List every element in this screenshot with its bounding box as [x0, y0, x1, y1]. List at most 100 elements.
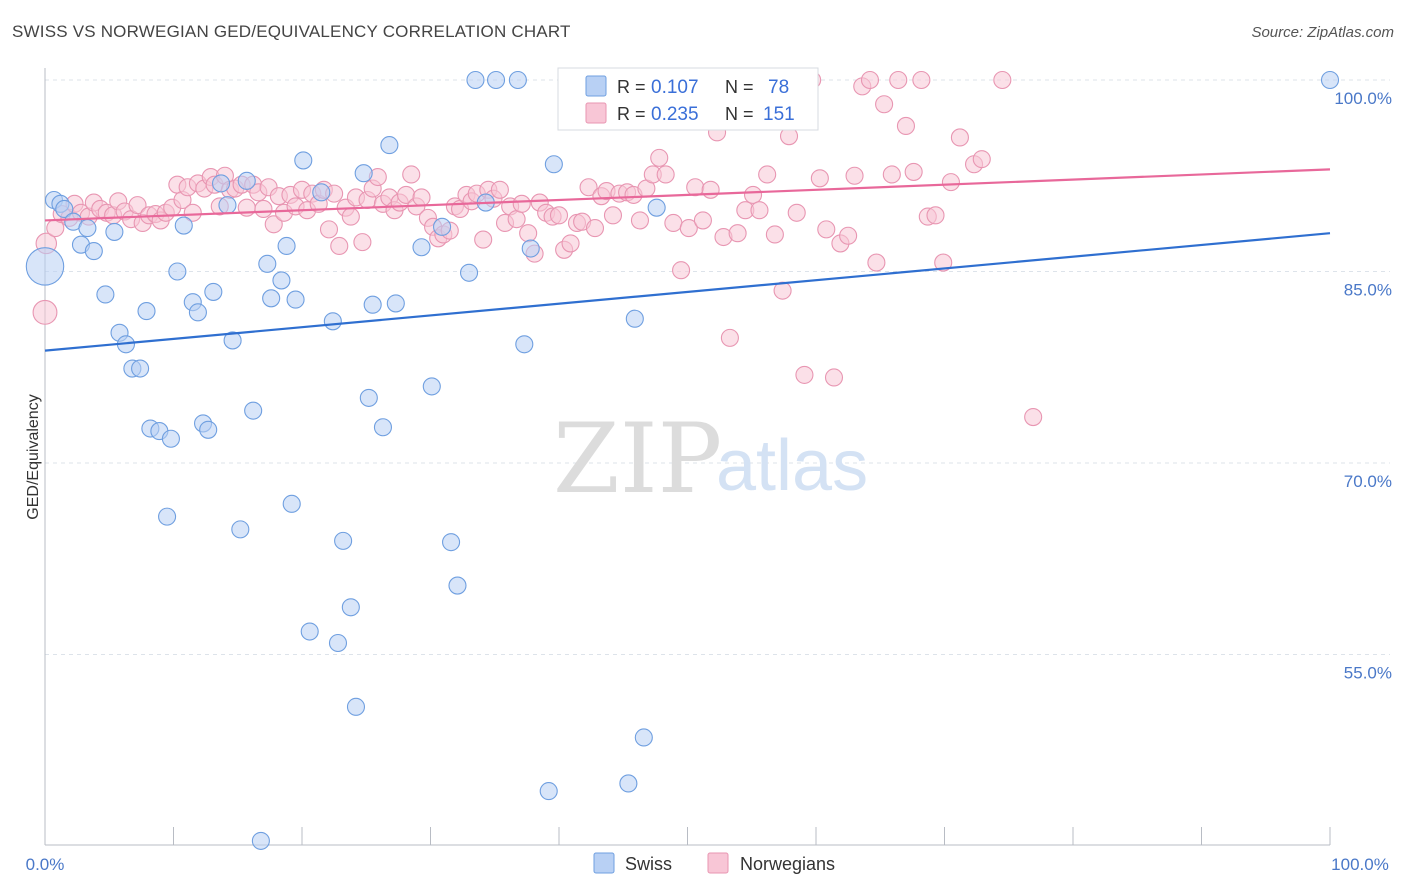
norwegians-point-113	[693, 211, 712, 230]
norwegians-point-120	[743, 185, 763, 204]
swiss-point-17	[158, 507, 177, 526]
swiss-point-42	[323, 312, 342, 331]
norwegians-point-84	[507, 210, 526, 229]
swiss-point-30	[237, 171, 256, 190]
grid-lines	[45, 79, 1390, 655]
trend-lines	[44, 168, 1331, 352]
bottom-legend-label-swiss: Swiss	[625, 854, 672, 874]
norwegians-point-130	[817, 220, 836, 239]
norwegians-point-81	[490, 180, 509, 199]
bottom-legend-swatch-swiss	[593, 852, 615, 874]
swiss-point-51	[380, 136, 399, 155]
swiss-point-48	[359, 388, 378, 407]
norwegians-point-100	[603, 206, 623, 225]
swiss-point-34	[262, 289, 281, 308]
norwegians-point-65	[402, 165, 421, 184]
bottom-legend: Swiss Norwegians	[593, 852, 835, 874]
y-tick-label-0: 100.0%	[1334, 89, 1392, 108]
swiss-point-13	[131, 359, 150, 378]
chart-title: SWISS VS NORWEGIAN GED/EQUIVALENCY CORRE…	[12, 22, 571, 41]
norwegians-point-104	[630, 211, 650, 230]
swiss-point-31	[244, 401, 263, 420]
swiss-point-0	[25, 247, 65, 286]
x-tick-label-min: 0.0%	[26, 855, 65, 874]
swiss-point-63	[515, 335, 534, 354]
swiss-point-55	[433, 217, 452, 236]
norwegians-point-85	[512, 194, 531, 213]
norwegians-point-96	[579, 178, 598, 197]
legend-r-value-swiss: 0.107	[651, 77, 699, 98]
watermark-atlas: atlas	[716, 426, 868, 506]
swiss-point-43	[328, 633, 348, 653]
swiss-point-77	[1320, 70, 1340, 90]
norwegians-point-67	[412, 188, 431, 207]
norwegians-point-147	[941, 173, 960, 192]
swiss-point-22	[188, 303, 207, 322]
norwegians-point-78	[474, 230, 493, 249]
swiss-point-52	[386, 294, 405, 313]
swiss-point-27	[218, 196, 237, 215]
swiss-point-59	[466, 70, 485, 90]
legend-n-label-norwegians: N =	[725, 104, 754, 124]
swiss-point-7	[84, 242, 103, 261]
norwegians-point-50	[319, 220, 339, 239]
norwegians-point-142	[904, 162, 923, 181]
swiss-point-61	[486, 70, 506, 90]
source-credit: Source: ZipAtlas.com	[1251, 24, 1394, 41]
watermark-zip: ZIP	[553, 403, 722, 515]
norwegians-point-152	[1024, 407, 1043, 427]
norwegians-point-110	[672, 261, 691, 280]
swiss-point-41	[312, 183, 331, 202]
norwegians-point-91	[549, 206, 569, 225]
swiss-point-47	[354, 164, 373, 183]
norwegians-point-139	[882, 165, 901, 184]
bottom-legend-swatch-norwegians	[707, 852, 729, 874]
legend-box: R = 0.107 N = 78 R = 0.235 N = 151	[557, 67, 819, 131]
norwegians-point-25	[183, 203, 202, 222]
norwegians-point-112	[686, 178, 705, 197]
norwegians-point-131	[824, 368, 844, 387]
norwegians-point-143	[912, 70, 931, 90]
swiss-point-6	[78, 219, 97, 238]
swiss-point-72	[647, 198, 666, 217]
swiss-point-65	[539, 782, 558, 801]
swiss-point-19	[168, 262, 187, 281]
swiss-point-3	[55, 199, 74, 218]
norwegians-point-93	[561, 234, 580, 253]
swiss-point-46	[346, 697, 366, 716]
swiss-point-50	[373, 418, 393, 437]
norwegians-point-86	[519, 224, 538, 243]
norwegians-point-140	[889, 70, 908, 90]
swiss-point-56	[442, 533, 461, 552]
y-tick-label-1: 85.0%	[1344, 281, 1392, 300]
legend-n-value-swiss: 78	[768, 77, 789, 98]
norwegians-point-146	[934, 253, 953, 272]
swiss-point-57	[448, 576, 467, 595]
norwegians-point-129	[810, 169, 829, 188]
y-axis-label: GED/Equivalency	[25, 394, 42, 519]
bottom-legend-label-norwegians: Norwegians	[740, 854, 835, 874]
norwegians-point-107	[650, 148, 669, 167]
norwegians-point-145	[926, 206, 945, 225]
norwegians-point-97	[585, 219, 605, 238]
norwegians-point-111	[679, 219, 698, 238]
norwegians-point-52	[330, 236, 349, 256]
swiss-point-64	[521, 239, 540, 258]
swiss-point-54	[422, 377, 441, 396]
swiss-point-53	[412, 238, 431, 257]
swiss-point-14	[137, 302, 156, 321]
legend-r-label-swiss: R =	[617, 77, 646, 97]
x-tick-label-max: 100.0%	[1331, 855, 1389, 874]
norwegians-point-141	[896, 116, 916, 136]
norwegians-point-118	[728, 224, 747, 243]
swiss-point-45	[341, 598, 360, 617]
norwegians-point-109	[664, 213, 683, 233]
swiss-point-9	[105, 222, 124, 241]
swiss-point-40	[300, 622, 319, 641]
swiss-point-36	[277, 236, 296, 256]
norwegians-point-136	[860, 70, 880, 90]
legend-r-label-norwegians: R =	[617, 104, 646, 124]
norwegians-point-150	[972, 150, 991, 169]
swiss-point-24	[199, 420, 218, 439]
